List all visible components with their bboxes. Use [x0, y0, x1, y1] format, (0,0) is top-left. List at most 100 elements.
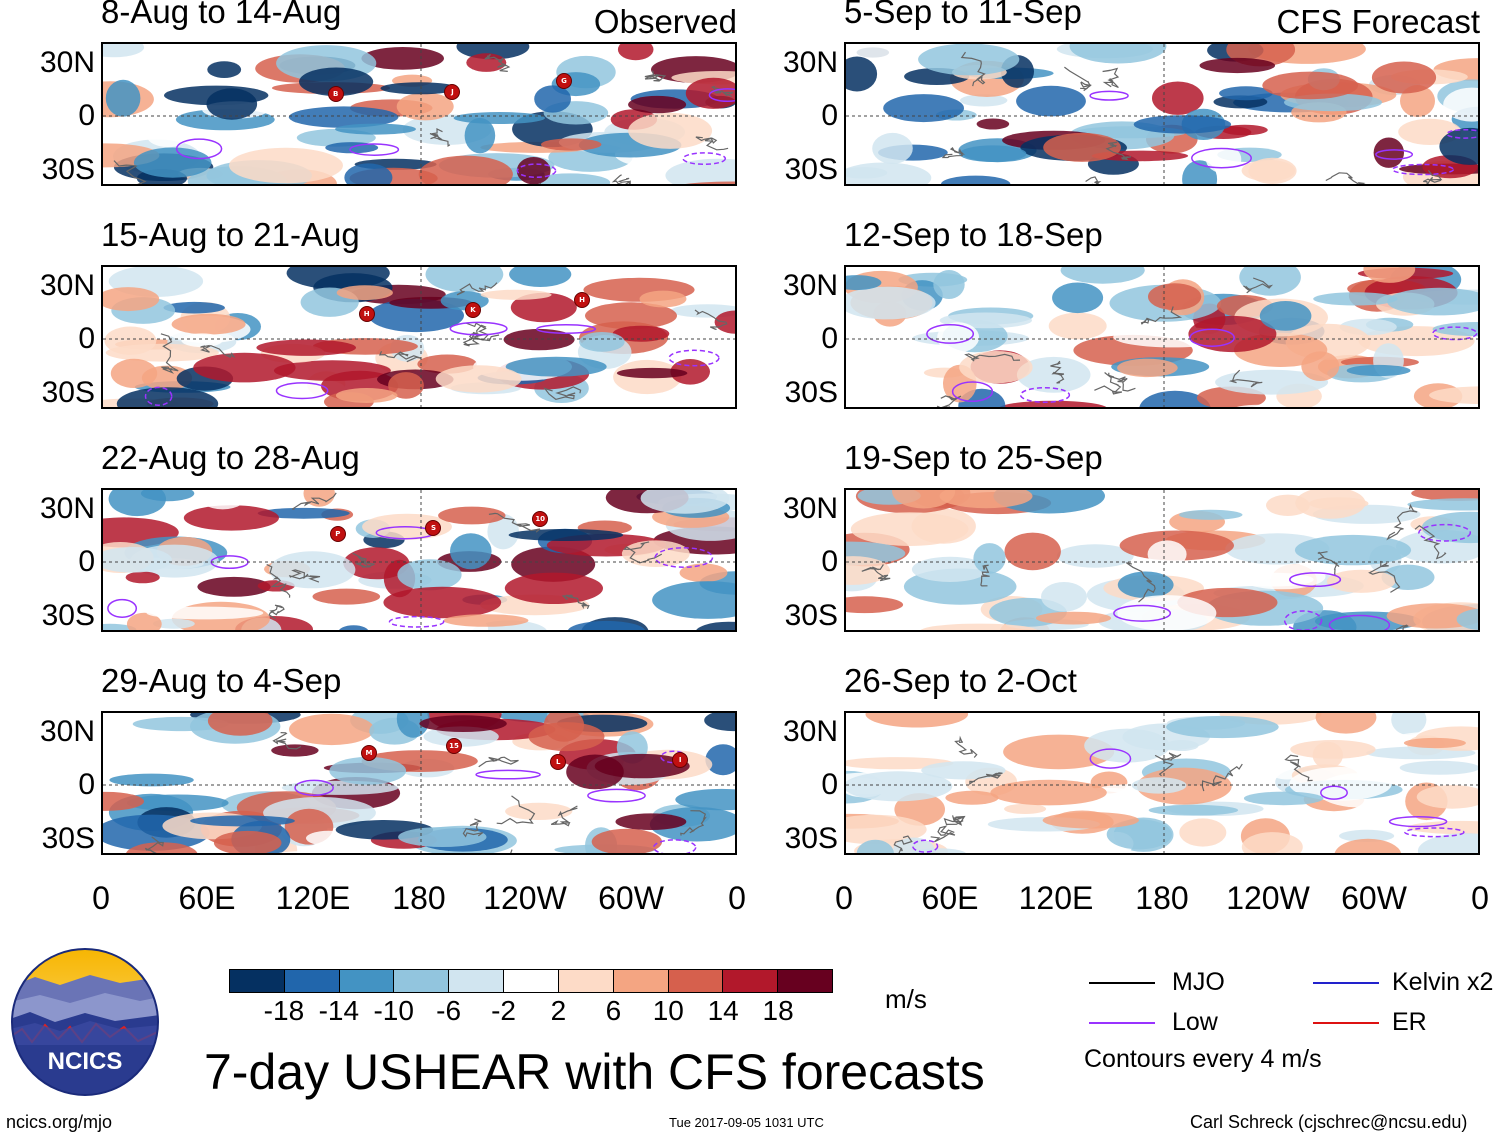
shear-anomaly: [883, 94, 964, 123]
low-contour: [1113, 604, 1172, 622]
coastline: [930, 825, 956, 843]
coastline: [266, 563, 291, 598]
shear-anomaly: [846, 275, 882, 291]
shear-map: [844, 265, 1480, 409]
shear-anomaly: [1133, 115, 1232, 134]
shear-anomaly: [679, 563, 728, 583]
coastline: [113, 160, 147, 184]
coastline: [1325, 172, 1366, 184]
lon-label: 120E: [275, 880, 351, 916]
shear-anomaly: [147, 126, 189, 147]
colorbar-tick-label: 10: [652, 995, 684, 1026]
coastline: [893, 835, 913, 853]
shear-anomaly: [1403, 737, 1466, 749]
shear-anomaly: [361, 47, 445, 70]
low-contour: [1328, 614, 1391, 630]
shear-anomaly: [1239, 267, 1301, 296]
shear-anomaly: [1179, 818, 1227, 847]
coastline: [1126, 562, 1156, 603]
storm-marker: 10: [532, 510, 549, 527]
shear-anomaly: [1315, 713, 1377, 734]
shear-anomaly: [105, 343, 219, 362]
shear-anomaly: [1166, 715, 1279, 739]
shear-anomaly: [1243, 791, 1324, 806]
shear-anomaly: [1290, 740, 1376, 759]
coastline: [1243, 277, 1274, 294]
shear-anomaly: [116, 387, 219, 407]
shear-anomaly: [289, 713, 375, 746]
shear-anomaly: [1373, 137, 1404, 168]
low-contour: [1388, 815, 1448, 828]
shear-anomaly: [1016, 356, 1091, 393]
coastline: [468, 324, 500, 342]
legend-er-label: ER: [1392, 1008, 1427, 1036]
shear-anomaly: [299, 67, 374, 97]
shear-anomaly: [380, 82, 459, 95]
shear-anomaly: [1060, 267, 1145, 284]
coastline: [1284, 754, 1313, 782]
shear-anomaly: [579, 332, 625, 352]
shear-map: M 15 L I: [101, 711, 737, 855]
shear-anomaly: [273, 360, 391, 381]
shear-anomaly: [990, 779, 1107, 806]
low-contour: [275, 382, 329, 400]
shear-anomaly: [229, 147, 343, 184]
lat-label: 30N: [39, 46, 95, 79]
shear-anomaly: [1302, 385, 1422, 407]
shear-anomaly: [1148, 283, 1202, 311]
shear-anomaly: [1295, 490, 1366, 519]
coastline: [462, 818, 484, 838]
shear-anomaly: [103, 791, 144, 811]
shear-anomaly: [278, 850, 340, 853]
legend-mjo-label: MJO: [1172, 968, 1225, 996]
shear-anomaly: [418, 155, 513, 184]
shear-anomaly: [125, 571, 160, 584]
shear-anomaly: [937, 322, 980, 353]
shear-anomaly: [213, 830, 282, 853]
colorbar-swatch: [230, 970, 285, 992]
storm-marker: K: [464, 302, 481, 319]
shear-anomaly: [207, 713, 273, 736]
shear-anomaly: [640, 490, 730, 514]
shear-anomaly: [1035, 611, 1112, 625]
shear-anomaly: [894, 793, 945, 826]
shear-anomaly: [133, 147, 212, 178]
shear-anomaly: [397, 559, 462, 591]
shear-anomaly: [508, 529, 624, 541]
shear-anomaly: [1241, 159, 1295, 182]
coastline: [943, 815, 966, 826]
shear-anomaly: [510, 292, 577, 323]
colorbar-tick-label: 2: [550, 995, 567, 1026]
footer-url[interactable]: ncics.org/mjo: [6, 1112, 113, 1132]
main-title: 7-day USHEAR with CFS forecasts: [204, 1044, 985, 1100]
panel-title: 19-Sep to 25-Sep: [844, 439, 1103, 476]
low-contour: [652, 839, 697, 853]
coastline: [160, 333, 179, 374]
shear-anomaly: [616, 367, 688, 379]
shear-anomaly: [487, 514, 519, 550]
low-contour: [1283, 610, 1323, 630]
shear-anomaly: [1313, 292, 1398, 306]
shear-anomaly: [126, 794, 229, 812]
low-contour: [1418, 523, 1472, 542]
shear-anomaly: [670, 359, 710, 385]
low-contour: [951, 381, 994, 402]
colorbar-swatch: [339, 970, 395, 992]
lon-label: 0: [835, 880, 853, 916]
logo-text: NCICS: [48, 1048, 123, 1075]
shear-anomaly: [1301, 351, 1340, 381]
coastline: [1386, 503, 1418, 541]
lon-label: 120W: [483, 880, 567, 916]
coastline: [484, 54, 511, 72]
lon-label: 0: [92, 880, 110, 916]
low-contour: [475, 769, 541, 780]
shear-anomaly: [846, 286, 936, 320]
shear-map: [844, 42, 1480, 186]
coastline: [1395, 624, 1409, 630]
shear-anomaly: [1178, 509, 1243, 520]
colorbar-swatch: [284, 970, 340, 992]
shear-anomaly: [865, 713, 969, 728]
shear-anomaly: [1215, 369, 1329, 395]
coastline: [1140, 306, 1183, 325]
